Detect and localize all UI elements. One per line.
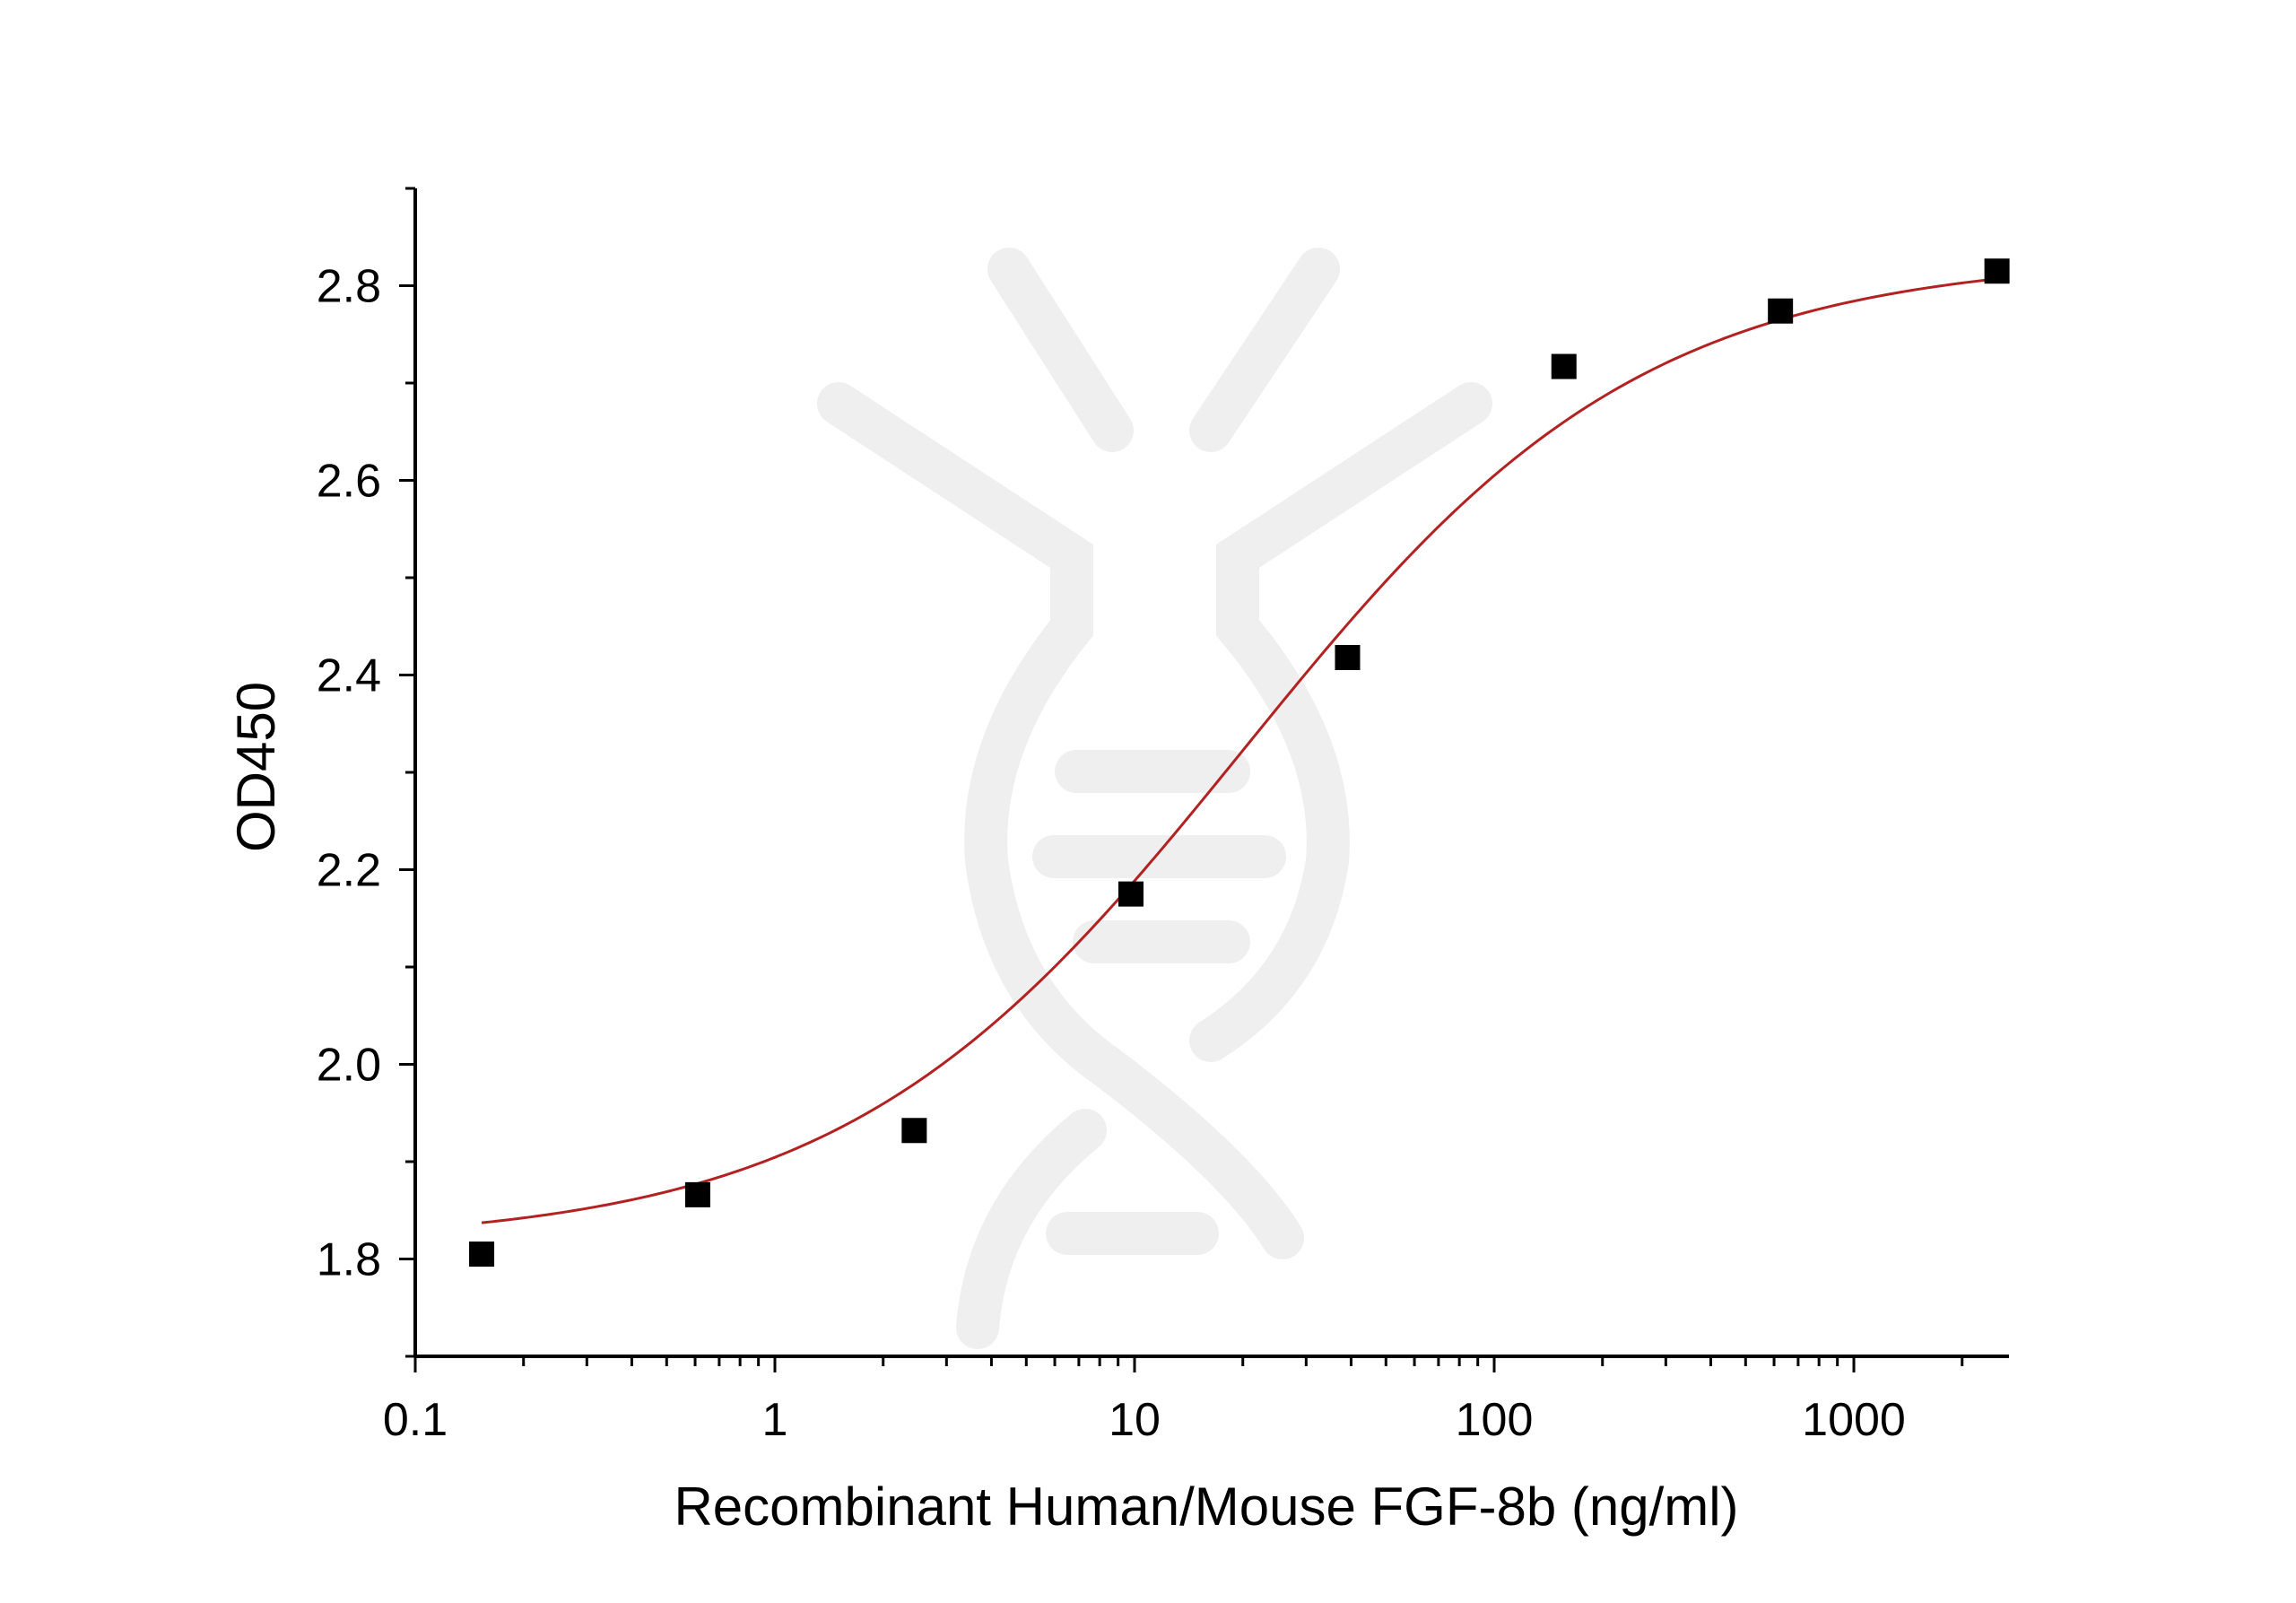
watermark-logo <box>817 248 1492 1349</box>
x-axis-title: Recombinant Human/Mouse FGF-8b (ng/ml) <box>674 1477 1738 1537</box>
data-point <box>1335 644 1361 670</box>
x-tick-label: 10 <box>1109 1394 1161 1446</box>
x-tick-label: 100 <box>1456 1394 1534 1446</box>
data-points <box>469 258 2010 1268</box>
data-point <box>684 1181 710 1207</box>
x-tick-label: 1000 <box>1802 1394 1906 1446</box>
y-tick-label: 1.8 <box>317 1234 381 1286</box>
x-tick-label: 1 <box>762 1394 788 1446</box>
data-point <box>901 1118 927 1144</box>
y-tick-label: 2.2 <box>317 845 381 897</box>
x-tick-label: 0.1 <box>383 1394 448 1446</box>
fit-curve <box>481 277 1997 1224</box>
y-tick-label: 2.8 <box>317 261 381 313</box>
y-tick-label: 2.0 <box>317 1040 381 1092</box>
data-point <box>469 1241 495 1268</box>
y-axis-title: OD450 <box>226 682 286 852</box>
axes: 1.8 2.0 2.2 2.4 2.6 2.8 0.1 1 10 100 1000 <box>317 187 2009 1446</box>
data-point <box>1984 258 2010 284</box>
data-point <box>1118 881 1144 907</box>
data-point <box>1768 298 1794 324</box>
y-tick-label: 2.4 <box>317 650 381 702</box>
y-tick-label: 2.6 <box>317 456 381 508</box>
data-point <box>1551 353 1577 379</box>
